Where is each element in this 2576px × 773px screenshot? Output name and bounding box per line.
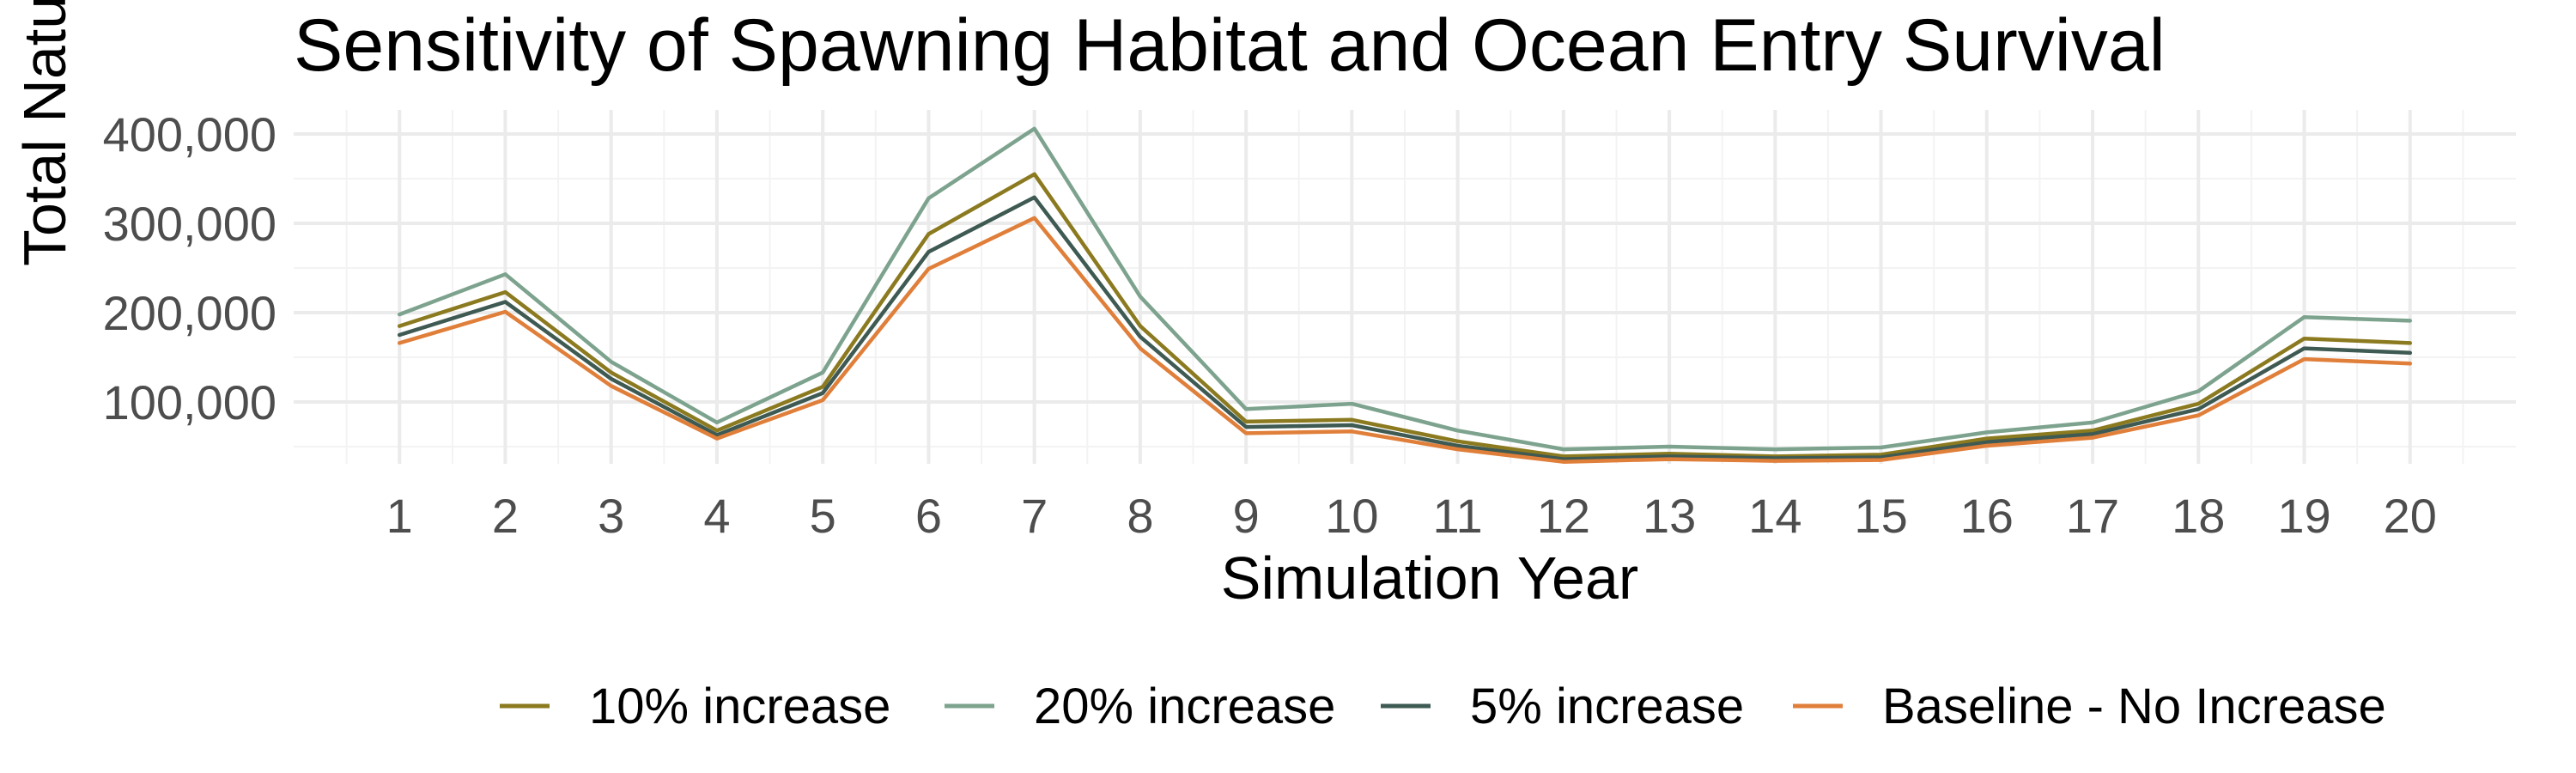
x-tick-label: 2: [492, 489, 519, 543]
x-axis-label: Simulation Year: [1221, 545, 1638, 612]
series-line: [397, 216, 2413, 464]
x-tick-label: 1: [386, 489, 413, 543]
chart-title: Sensitivity of Spawning Habitat and Ocea…: [294, 4, 2166, 87]
legend-label: 20% increase: [1034, 679, 1335, 734]
x-tick-label: 13: [1643, 489, 1696, 543]
x-tick-label: 15: [1854, 489, 1907, 543]
y-tick-label: 300,000: [103, 197, 276, 251]
x-tick-label: 19: [2277, 489, 2330, 543]
grid-lines: [294, 110, 2516, 464]
x-tick-label: 14: [1748, 489, 1801, 543]
legend: 10% increase 20% increase 5% increase Basel…: [500, 679, 2386, 734]
x-axis-ticks: 1 2 3 4 5 6 7 8 9 10 11 12 13 14 15 16 17 18 19 20: [386, 489, 2437, 543]
x-tick-label: 10: [1325, 489, 1378, 543]
x-tick-label: 7: [1021, 489, 1048, 543]
x-tick-label: 11: [1433, 489, 1483, 543]
x-tick-label: 20: [2384, 489, 2437, 543]
x-tick-label: 9: [1233, 489, 1260, 543]
legend-label: Baseline - No Increase: [1882, 679, 2386, 734]
x-tick-label: 6: [915, 489, 942, 543]
series-lines: [397, 126, 2413, 464]
x-tick-label: 16: [1960, 489, 2014, 543]
y-tick-label: 400,000: [103, 107, 276, 161]
x-tick-label: 18: [2172, 489, 2225, 543]
y-axis-label: Total Natural Spawners: [11, 0, 78, 266]
y-axis-ticks: 100,000 200,000 300,000 400,000: [103, 107, 276, 429]
series-line: [397, 172, 2413, 459]
x-tick-label: 3: [598, 489, 624, 543]
x-tick-label: 8: [1127, 489, 1153, 543]
x-tick-label: 12: [1537, 489, 1590, 543]
y-tick-label: 100,000: [103, 375, 276, 429]
legend-label: 10% increase: [589, 679, 890, 734]
series-line: [397, 195, 2413, 461]
x-tick-label: 4: [703, 489, 730, 543]
series-line: [397, 126, 2413, 452]
y-tick-label: 200,000: [103, 286, 276, 340]
legend-label: 5% increase: [1470, 679, 1744, 734]
x-tick-label: 17: [2066, 489, 2119, 543]
x-tick-label: 5: [810, 489, 836, 543]
